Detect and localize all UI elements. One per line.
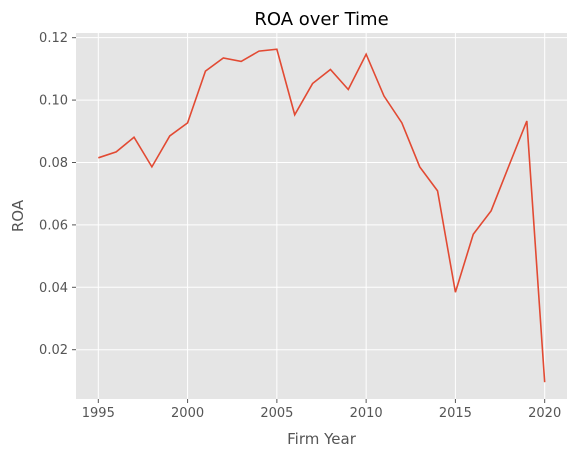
y-axis-label: ROA [9,199,27,232]
y-tick-label: 0.12 [39,31,68,46]
plot-background [76,33,567,399]
axis-ticks: 1995 2000 2005 2010 2015 2020 0.02 0.04 0.06 0.08… [39,31,561,421]
x-axis-label: Firm Year [287,430,357,448]
y-tick-label: 0.06 [39,218,68,233]
y-tick-label: 0.10 [39,94,68,109]
y-tick-label: 0.08 [39,156,68,171]
x-tick-label: 1995 [82,406,115,421]
roa-series-line [98,48,546,383]
chart-title: ROA over Time [254,9,388,30]
grid-lines [76,33,567,399]
x-tick-label: 2000 [171,406,204,421]
x-tick-label: 2010 [350,406,383,421]
x-tick-label: 2020 [528,406,561,421]
y-tick-label: 0.02 [39,343,68,358]
data-points [98,49,545,383]
y-tick-label: 0.04 [39,281,68,296]
x-tick-label: 2005 [260,406,293,421]
x-tick-label: 2015 [439,406,472,421]
